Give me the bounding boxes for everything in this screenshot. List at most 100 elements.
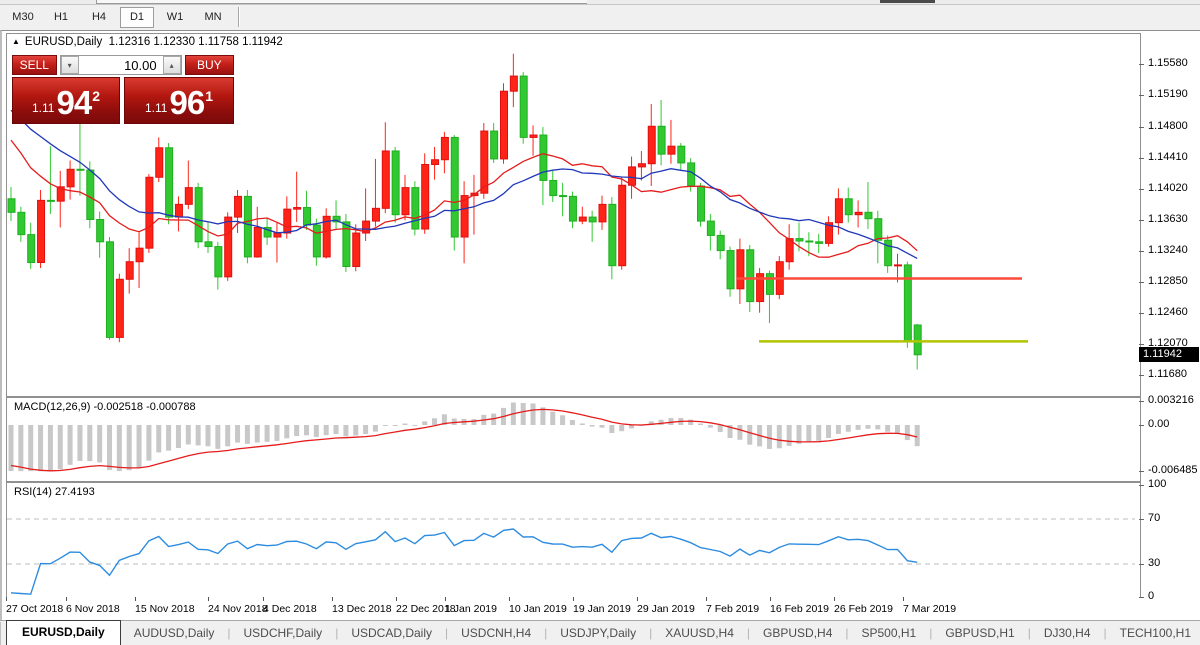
volume-decrease-icon[interactable]: ▾: [60, 56, 79, 74]
candle-body: [765, 273, 774, 295]
date-tick: [6, 597, 7, 601]
candle-body: [37, 199, 46, 264]
price-axis-label: 1.12460: [1148, 306, 1188, 318]
chart-window[interactable]: ▲ EURUSD,Daily 1.12316 1.12330 1.11758 1.…: [0, 30, 1200, 620]
candle-body: [657, 125, 666, 155]
buy-price-tile[interactable]: 1.11 96 1: [124, 77, 234, 124]
candle-body: [894, 264, 902, 267]
tab-separator: |: [649, 626, 653, 640]
rsi-axis-label-tick: [1139, 564, 1144, 565]
tab-sp500-h1[interactable]: SP500,H1: [861, 626, 917, 640]
macd-canvas[interactable]: [7, 398, 1138, 479]
candle-body: [17, 211, 26, 236]
rsi-canvas[interactable]: [7, 483, 1138, 595]
volume-increase-icon[interactable]: ▴: [162, 56, 181, 74]
tab-eurusd-daily[interactable]: EURUSD,Daily: [6, 620, 121, 645]
candle-body: [628, 166, 637, 186]
macd-histogram-bar: [707, 425, 713, 428]
macd-histogram-bar: [77, 425, 83, 461]
rsi-axis-label: 100: [1148, 478, 1167, 490]
date-tick: [332, 597, 333, 601]
date-label: 16 Feb 2019: [770, 603, 829, 615]
macd-histogram-bar: [215, 425, 221, 449]
price-axis-label-tick: [1139, 344, 1144, 345]
macd-histogram-bar: [294, 425, 300, 436]
date-axis: 27 Oct 2018 6 Nov 2018 15 Nov 2018 24 Nov 2…: [2, 597, 1139, 620]
timeframe-button-w1[interactable]: W1: [166, 10, 184, 23]
candle-body: [854, 211, 863, 216]
tab-gbpusd-h4[interactable]: GBPUSD,H4: [763, 626, 833, 640]
tab-usdchf-daily[interactable]: USDCHF,Daily: [243, 626, 323, 640]
candle-body: [283, 208, 292, 234]
macd-histogram-bar: [579, 423, 585, 425]
price-axis-label-tick: [1139, 95, 1144, 96]
candle-body: [312, 224, 321, 258]
candle-body: [224, 216, 233, 278]
macd-histogram-bar: [126, 425, 132, 471]
candle-body: [214, 246, 223, 278]
sell-price-sup: 2: [92, 88, 100, 104]
rsi-pane[interactable]: [6, 482, 1141, 598]
macd-histogram-bar: [766, 425, 772, 449]
macd-pane[interactable]: [6, 397, 1141, 482]
date-label: 10 Jan 2019: [509, 603, 567, 615]
macd-histogram-bar: [904, 425, 910, 441]
date-tick: [135, 597, 136, 601]
timeframe-button-h4[interactable]: H4: [91, 10, 107, 23]
date-tick: [637, 597, 638, 601]
top-window-remnant: [0, 0, 1200, 5]
timeframe-button-m30[interactable]: M30: [12, 10, 34, 23]
buy-button[interactable]: BUY: [184, 55, 234, 75]
macd-histogram-bar: [826, 425, 832, 438]
tab-tech100-h1[interactable]: TECH100,H1: [1119, 626, 1191, 640]
candle-body: [155, 147, 164, 178]
candle-body: [529, 134, 538, 138]
candle-body: [578, 216, 587, 222]
candle-body: [303, 207, 311, 226]
price-axis-label-tick: [1139, 189, 1144, 190]
price-chart-canvas[interactable]: [7, 34, 1138, 394]
volume-spinner: ▾ ▴: [59, 55, 182, 75]
tab-audusd-daily[interactable]: AUDUSD,Daily: [133, 626, 215, 640]
tab-gbpusd-h1[interactable]: GBPUSD,H1: [945, 626, 1015, 640]
candle-body: [184, 187, 193, 205]
candle-body: [884, 239, 893, 267]
rsi-indicator-label: RSI(14) 27.4193: [14, 486, 95, 498]
tab-usdjpy-daily[interactable]: USDJPY,Daily: [560, 626, 637, 640]
tabbar-left-stub[interactable]: [0, 622, 1, 645]
macd-histogram-bar: [569, 420, 575, 425]
candle-body: [371, 207, 380, 222]
macd-histogram-bar: [382, 425, 388, 426]
candle-body: [76, 168, 85, 171]
date-label: 26 Feb 2019: [834, 603, 893, 615]
candle-body: [647, 125, 656, 165]
one-click-trade-widget: SELL ▾ ▴ BUY 1.11 94 2 1.11 96 1: [12, 55, 234, 124]
sell-price-small: 1.11: [32, 101, 55, 115]
timeframe-button-mn[interactable]: MN: [204, 10, 222, 23]
volume-input[interactable]: [78, 56, 163, 74]
price-axis-label: 1.13630: [1148, 213, 1188, 225]
tab-separator: |: [929, 626, 933, 640]
macd-axis-label: 0.003216: [1148, 394, 1194, 406]
candle-body: [913, 324, 922, 356]
collapse-triangle-icon[interactable]: ▲: [12, 37, 20, 46]
macd-histogram-bar: [244, 425, 250, 444]
timeframe-button-d1[interactable]: D1: [120, 6, 154, 28]
tab-xauusd-h4[interactable]: XAUUSD,H4: [665, 626, 734, 640]
candle-body: [460, 195, 469, 238]
date-tick: [396, 597, 397, 601]
candle-body: [864, 211, 873, 220]
date-label: 1 Jan 2019: [445, 603, 497, 615]
macd-axis-label-tick: [1139, 425, 1144, 426]
macd-histogram-bar: [353, 425, 359, 436]
date-label: 27 Oct 2018: [6, 603, 64, 615]
chart-ohlc-values: 1.12316 1.12330 1.11758 1.11942: [108, 36, 283, 48]
tab-usdcad-daily[interactable]: USDCAD,Daily: [351, 626, 432, 640]
sell-price-tile[interactable]: 1.11 94 2: [12, 77, 120, 124]
timeframe-button-h1[interactable]: H1: [53, 10, 69, 23]
tab-usdcnh-h4[interactable]: USDCNH,H4: [461, 626, 532, 640]
candle-body: [667, 145, 676, 155]
sell-button[interactable]: SELL: [12, 55, 57, 75]
candle-body: [844, 198, 853, 216]
tab-dj30-h4[interactable]: DJ30,H4: [1043, 626, 1091, 640]
